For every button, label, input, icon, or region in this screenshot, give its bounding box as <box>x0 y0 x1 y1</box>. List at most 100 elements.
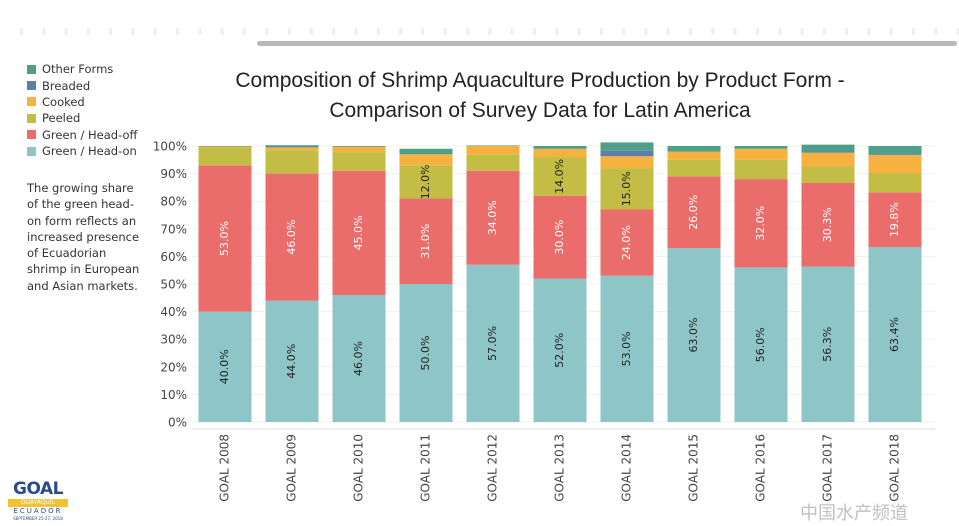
data-label: 53.0% <box>218 221 231 256</box>
ruler-tick <box>421 28 425 35</box>
legend-item[interactable]: Cooked <box>27 94 137 110</box>
bar-segment <box>198 165 252 312</box>
legend-swatch <box>27 146 36 156</box>
bar-segment <box>801 151 855 153</box>
chart-title-line-1: Composition of Shrimp Aquaculture Produc… <box>235 69 845 92</box>
ruler-tick <box>20 28 23 35</box>
x-tick-label: GOAL 2016 <box>754 434 768 502</box>
ruler-tick <box>243 28 246 35</box>
bar-segment <box>198 146 252 147</box>
ruler-tick <box>287 28 291 35</box>
data-label: 46.0% <box>352 341 365 376</box>
ruler-tick <box>532 28 536 35</box>
ruler-tick <box>510 28 514 35</box>
bar-segment <box>466 170 520 265</box>
chart-title: Composition of Shrimp Aquaculture Produc… <box>170 66 910 126</box>
logo-main: GOAL <box>13 479 63 499</box>
y-tick-label: 20% <box>160 360 187 374</box>
ruler-tick <box>86 28 90 35</box>
bar-segment <box>868 146 922 155</box>
logo-city: GUAYAQUIL <box>8 499 68 507</box>
x-tick-label: GOAL 2012 <box>486 434 500 502</box>
ruler-tick <box>109 28 113 35</box>
bar-segment <box>868 247 922 422</box>
y-tick-label: 100% <box>153 140 187 154</box>
bar-segment <box>667 146 721 152</box>
data-label: 24.0% <box>620 225 633 260</box>
legend-item[interactable]: Breaded <box>27 77 137 93</box>
data-label: 46.0% <box>285 220 298 255</box>
bar-segment <box>667 159 721 177</box>
bar-segment <box>399 198 453 284</box>
legend-item[interactable]: Peeled <box>27 110 137 126</box>
ruler-tick <box>399 28 403 35</box>
bar-segment <box>265 146 319 148</box>
legend-swatch <box>27 81 36 91</box>
ruler-tick <box>376 28 380 35</box>
ruler-tick <box>153 28 157 35</box>
logo-dates: SEPTEMBER 25-27, 2018 <box>13 516 63 521</box>
ruler-tick <box>265 28 269 35</box>
data-label: 57.0% <box>486 326 499 361</box>
ruler-tick <box>711 28 715 35</box>
bar-segment <box>734 159 788 180</box>
legend-label: Green / Head-on <box>42 144 137 159</box>
y-tick-label: 10% <box>160 388 187 402</box>
ruler-tick <box>131 28 135 35</box>
bar-segment <box>734 267 788 422</box>
x-tick-label: GOAL 2010 <box>352 434 366 502</box>
legend-label: Peeled <box>42 111 81 126</box>
chart-title-line-2: Comparison of Survey Data for Latin Amer… <box>329 99 751 122</box>
bar-segment <box>801 152 855 167</box>
bar-segment <box>399 165 453 199</box>
goal-logo: GOAL GUAYAQUIL ECUADOR SEPTEMBER 25-27, … <box>8 480 68 522</box>
ruler-tick <box>733 28 737 35</box>
bar-segment <box>600 142 654 151</box>
bar-segment <box>399 284 453 422</box>
legend-item[interactable]: Other Forms <box>27 61 137 77</box>
x-tick-label: GOAL 2015 <box>687 434 701 502</box>
data-label: 40.0% <box>218 349 231 384</box>
ruler-tick <box>309 28 313 35</box>
bar-segment <box>533 195 587 279</box>
y-tick-label: 60% <box>160 250 187 264</box>
ruler-tick <box>822 28 826 35</box>
ruler-tick <box>622 28 626 35</box>
data-label: 63.4% <box>888 317 901 352</box>
horizontal-scrollbar[interactable] <box>257 41 957 46</box>
bar-segment <box>600 168 654 210</box>
ruler-tick <box>555 28 559 35</box>
x-tick-label: GOAL 2008 <box>218 434 232 502</box>
bar-segment <box>198 311 252 422</box>
data-label: 12.0% <box>419 164 432 199</box>
y-tick-label: 30% <box>160 333 187 347</box>
ruler-tick <box>644 28 648 35</box>
legend-item[interactable]: Green / Head-off <box>27 127 137 143</box>
data-label: 30.3% <box>821 207 834 242</box>
y-tick-label: 70% <box>160 222 187 236</box>
legend-label: Other Forms <box>42 62 114 77</box>
data-label: 56.0% <box>754 327 767 362</box>
data-label: 45.0% <box>352 215 365 250</box>
ruler-tick <box>867 28 871 35</box>
bar-segment <box>466 146 520 155</box>
bar-segment <box>332 170 386 296</box>
x-tick-label: GOAL 2018 <box>888 434 902 502</box>
x-tick-label: GOAL 2011 <box>419 434 433 502</box>
ruler-tick <box>934 28 938 35</box>
bar-segment <box>868 154 922 156</box>
bar-segment <box>667 248 721 422</box>
x-tick-label: GOAL 2009 <box>285 434 299 502</box>
data-label: 26.0% <box>687 195 700 230</box>
bar-segment <box>332 146 386 147</box>
bar-segment <box>667 151 721 160</box>
bar-segment <box>265 147 319 151</box>
data-label: 50.0% <box>419 336 432 371</box>
legend-label: Breaded <box>42 78 91 93</box>
bar-segment <box>332 146 386 153</box>
ruler-tick <box>64 28 68 35</box>
y-tick-label: 50% <box>160 278 187 292</box>
data-label: 31.0% <box>419 224 432 259</box>
legend-item[interactable]: Green / Head-on <box>27 143 137 159</box>
bar-segment <box>399 148 453 155</box>
